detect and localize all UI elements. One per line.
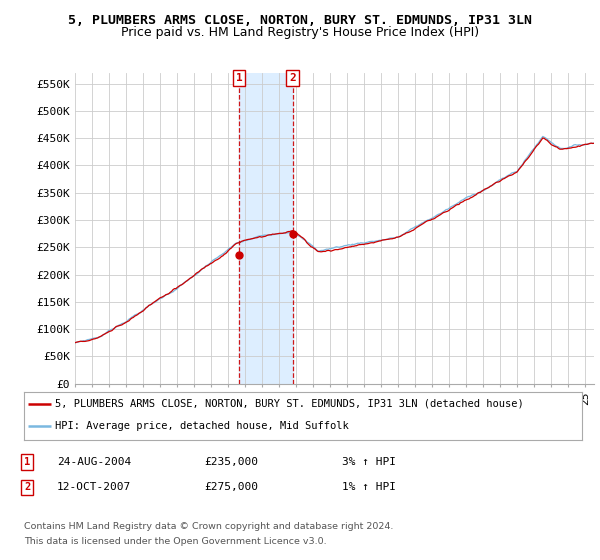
Text: 3% ↑ HPI: 3% ↑ HPI bbox=[342, 457, 396, 467]
Text: 1% ↑ HPI: 1% ↑ HPI bbox=[342, 482, 396, 492]
Text: £275,000: £275,000 bbox=[204, 482, 258, 492]
Text: This data is licensed under the Open Government Licence v3.0.: This data is licensed under the Open Gov… bbox=[24, 537, 326, 546]
Text: 2: 2 bbox=[24, 482, 30, 492]
Text: 5, PLUMBERS ARMS CLOSE, NORTON, BURY ST. EDMUNDS, IP31 3LN: 5, PLUMBERS ARMS CLOSE, NORTON, BURY ST.… bbox=[68, 14, 532, 27]
Text: £235,000: £235,000 bbox=[204, 457, 258, 467]
Text: 1: 1 bbox=[236, 73, 242, 83]
Text: 5, PLUMBERS ARMS CLOSE, NORTON, BURY ST. EDMUNDS, IP31 3LN (detached house): 5, PLUMBERS ARMS CLOSE, NORTON, BURY ST.… bbox=[55, 399, 523, 409]
Text: 2: 2 bbox=[289, 73, 296, 83]
Text: Contains HM Land Registry data © Crown copyright and database right 2024.: Contains HM Land Registry data © Crown c… bbox=[24, 522, 394, 531]
Text: 1: 1 bbox=[24, 457, 30, 467]
Text: 12-OCT-2007: 12-OCT-2007 bbox=[57, 482, 131, 492]
Text: Price paid vs. HM Land Registry's House Price Index (HPI): Price paid vs. HM Land Registry's House … bbox=[121, 26, 479, 39]
Bar bbox=[239, 73, 293, 384]
Text: HPI: Average price, detached house, Mid Suffolk: HPI: Average price, detached house, Mid … bbox=[55, 421, 349, 431]
Text: 24-AUG-2004: 24-AUG-2004 bbox=[57, 457, 131, 467]
